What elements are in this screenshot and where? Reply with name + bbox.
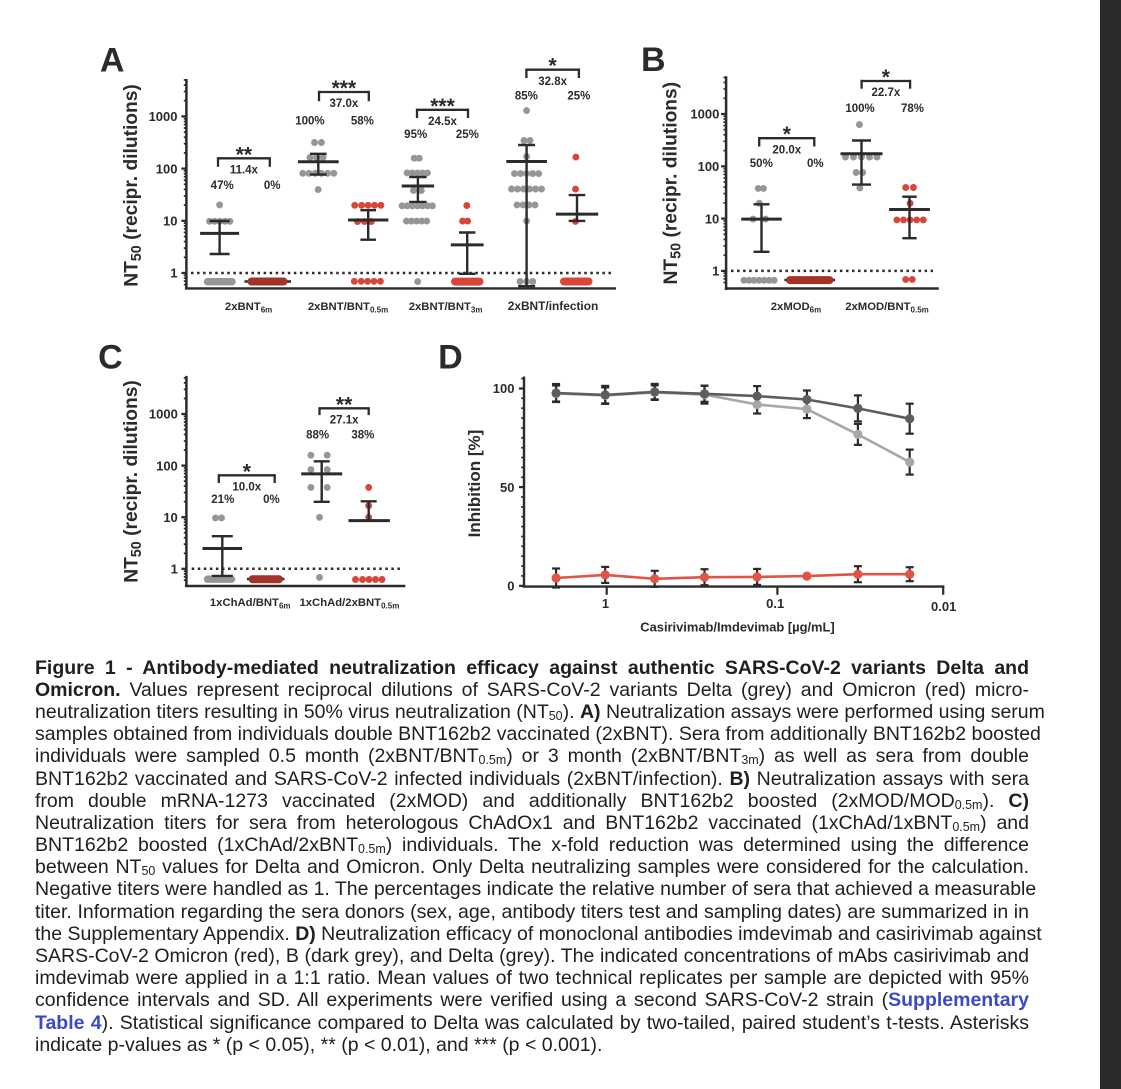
svg-text:***: *** (332, 77, 357, 100)
svg-text:2xMOD6m: 2xMOD6m (771, 301, 821, 315)
svg-text:0.01: 0.01 (931, 599, 956, 614)
svg-text:100: 100 (156, 161, 178, 176)
svg-text:2xBNT/infection: 2xBNT/infection (508, 299, 599, 313)
svg-text:95%: 95% (404, 129, 427, 141)
svg-text:C: C (98, 338, 123, 376)
svg-text:1xChAd/2xBNT0.5m: 1xChAd/2xBNT0.5m (299, 597, 399, 611)
svg-text:*: * (549, 55, 558, 78)
svg-text:0%: 0% (807, 158, 824, 170)
svg-text:58%: 58% (351, 116, 374, 128)
svg-text:85%: 85% (515, 90, 538, 102)
svg-text:50%: 50% (750, 158, 773, 170)
svg-text:D: D (438, 339, 463, 377)
svg-text:100: 100 (156, 458, 178, 473)
svg-text:*: * (882, 66, 891, 89)
svg-text:NT50 (recipr. dilutions): NT50 (recipr. dilutions) (121, 84, 145, 287)
svg-text:0%: 0% (263, 494, 280, 506)
svg-text:47%: 47% (211, 180, 234, 192)
svg-text:2xBNT/BNT0.5m: 2xBNT/BNT0.5m (308, 301, 388, 315)
svg-text:22.7x: 22.7x (872, 87, 901, 99)
svg-text:100%: 100% (295, 116, 324, 128)
svg-text:**: ** (236, 143, 253, 166)
svg-text:27.1x: 27.1x (330, 415, 359, 427)
svg-text:Casirivimab/Imdevimab [µg/mL]: Casirivimab/Imdevimab [µg/mL] (640, 620, 834, 635)
svg-text:100: 100 (698, 159, 720, 174)
svg-text:1: 1 (712, 264, 719, 279)
svg-text:Inhibition [%]: Inhibition [%] (465, 430, 484, 538)
svg-text:A: A (100, 42, 125, 80)
svg-text:10.0x: 10.0x (232, 482, 261, 494)
svg-text:100: 100 (493, 381, 515, 396)
svg-text:1000: 1000 (149, 109, 178, 124)
svg-text:1000: 1000 (690, 107, 719, 122)
svg-text:1000: 1000 (149, 407, 178, 422)
svg-text:25%: 25% (456, 129, 479, 141)
svg-text:1xChAd/BNT6m: 1xChAd/BNT6m (210, 597, 291, 611)
svg-text:1: 1 (170, 266, 177, 281)
svg-text:**: ** (336, 393, 353, 416)
svg-text:*: * (243, 460, 252, 483)
svg-text:10: 10 (163, 510, 177, 525)
svg-text:NT50 (recipr. dilutions): NT50 (recipr. dilutions) (661, 82, 685, 285)
svg-text:B: B (641, 41, 666, 79)
svg-text:2xBNT/BNT3m: 2xBNT/BNT3m (409, 301, 483, 315)
svg-text:38%: 38% (351, 429, 374, 441)
svg-text:*: * (783, 123, 792, 146)
svg-text:2xMOD/BNT0.5m: 2xMOD/BNT0.5m (845, 301, 929, 315)
svg-text:1: 1 (171, 562, 178, 577)
svg-text:0: 0 (507, 579, 514, 594)
svg-text:1: 1 (602, 596, 609, 611)
svg-text:32.8x: 32.8x (538, 76, 567, 88)
svg-text:50: 50 (500, 480, 514, 495)
svg-text:0.1: 0.1 (766, 596, 784, 611)
svg-text:0%: 0% (264, 180, 281, 192)
svg-text:25%: 25% (567, 90, 590, 102)
svg-text:24.5x: 24.5x (428, 116, 457, 128)
svg-text:88%: 88% (306, 429, 329, 441)
svg-text:78%: 78% (901, 103, 924, 115)
svg-text:37.0x: 37.0x (330, 98, 359, 110)
svg-text:2xBNT6m: 2xBNT6m (225, 301, 272, 315)
svg-text:21%: 21% (211, 494, 234, 506)
svg-text:***: *** (430, 95, 455, 118)
svg-text:10: 10 (163, 214, 177, 229)
svg-text:100%: 100% (845, 103, 874, 115)
svg-text:11.4x: 11.4x (230, 165, 259, 177)
svg-text:20.0x: 20.0x (772, 144, 801, 156)
svg-text:10: 10 (705, 211, 719, 226)
svg-text:NT50 (recipr. dilutions): NT50 (recipr. dilutions) (121, 380, 145, 583)
